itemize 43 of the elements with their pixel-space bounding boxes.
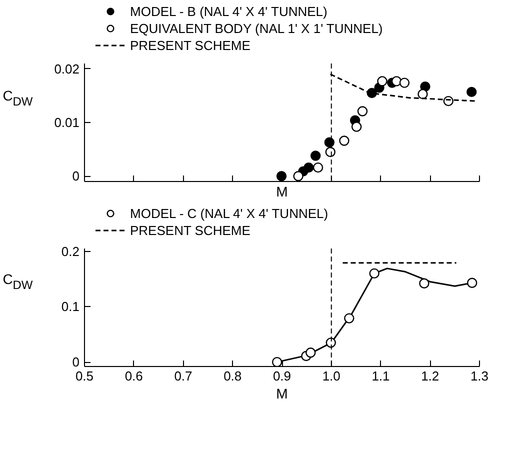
point — [466, 86, 477, 98]
point — [306, 348, 316, 358]
point — [339, 136, 350, 146]
y-tick-label: 0.2 — [61, 244, 80, 259]
legend-label: MODEL - B (NAL 4' X 4' TUNNEL) — [130, 3, 328, 19]
point — [418, 88, 428, 100]
x-tick-label: 0.6 — [124, 368, 143, 384]
point — [326, 338, 336, 348]
x-axis-title: M — [276, 184, 288, 200]
point — [369, 268, 380, 279]
x-tick-label: 0.8 — [224, 368, 242, 384]
x-tick-label: 1.3 — [470, 368, 489, 384]
x-axis-title: M — [276, 386, 288, 402]
point — [399, 78, 410, 88]
point — [293, 171, 304, 182]
y-tick-label: 0.01 — [54, 115, 80, 130]
point — [419, 278, 430, 288]
y-tick-label: 0 — [72, 168, 80, 184]
x-tick-label: 1.1 — [372, 368, 390, 384]
y-tick-label: 0.1 — [61, 299, 80, 314]
legend-label: EQUIVALENT BODY (NAL 1' X 1' TUNNEL) — [130, 20, 383, 36]
legend-label: MODEL - C (NAL 4' X 4' TUNNEL) — [130, 205, 328, 221]
x-tick-label: 1.0 — [322, 368, 340, 384]
point — [272, 356, 282, 366]
x-tick-label: 0.9 — [272, 368, 292, 384]
point — [325, 146, 336, 158]
legend-label: PRESENT SCHEME — [130, 37, 250, 53]
legend-label: PRESENT SCHEME — [130, 222, 250, 238]
point — [276, 171, 287, 182]
point — [357, 106, 368, 116]
point — [324, 137, 334, 148]
point — [304, 162, 314, 173]
y-tick-label: 0.02 — [54, 61, 80, 76]
x-tick-label: 1.2 — [421, 368, 440, 384]
point — [312, 162, 324, 173]
point — [466, 278, 478, 288]
point — [351, 122, 362, 132]
y-tick-label: 0 — [72, 354, 80, 370]
point — [377, 76, 388, 86]
x-tick-label: 0.5 — [75, 368, 94, 384]
point — [310, 150, 321, 161]
x-tick-label: 0.7 — [174, 368, 192, 384]
point — [344, 313, 354, 324]
